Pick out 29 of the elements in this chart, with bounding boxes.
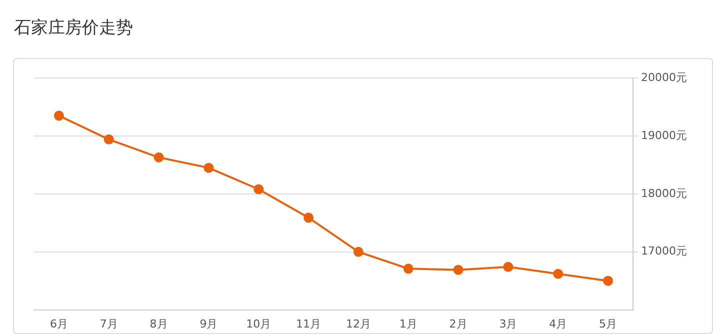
x-tick-label: 5月	[599, 317, 618, 330]
y-tick-label: 19000元	[641, 128, 688, 142]
point	[503, 262, 514, 272]
x-tick-label: 10月	[246, 317, 272, 330]
y-tick-label: 18000元	[641, 186, 688, 200]
chart-title: 石家庄房价走势	[14, 17, 133, 39]
x-tick-label: 4月	[549, 317, 568, 330]
point	[154, 152, 164, 162]
x-tick-label: 11月	[296, 317, 322, 330]
point	[453, 264, 464, 275]
x-tick-label: 8月	[150, 317, 168, 330]
point	[254, 184, 264, 194]
point	[104, 134, 114, 144]
point	[204, 162, 214, 173]
x-tick-label: 3月	[499, 317, 518, 330]
x-tick-label: 9月	[200, 317, 218, 330]
y-tick-label: 17000元	[641, 244, 688, 258]
point	[603, 276, 614, 286]
point	[304, 212, 314, 223]
point	[353, 246, 364, 257]
x-tick-label: 6月	[50, 317, 68, 330]
x-tick-label: 2月	[449, 317, 468, 330]
point	[54, 110, 64, 121]
point	[553, 268, 564, 279]
x-tick-label: 12月	[346, 317, 371, 330]
x-tick-label: 7月	[100, 317, 118, 330]
y-tick-label: 20000元	[641, 70, 688, 84]
x-tick-label: 1月	[399, 317, 418, 330]
point	[403, 264, 414, 274]
